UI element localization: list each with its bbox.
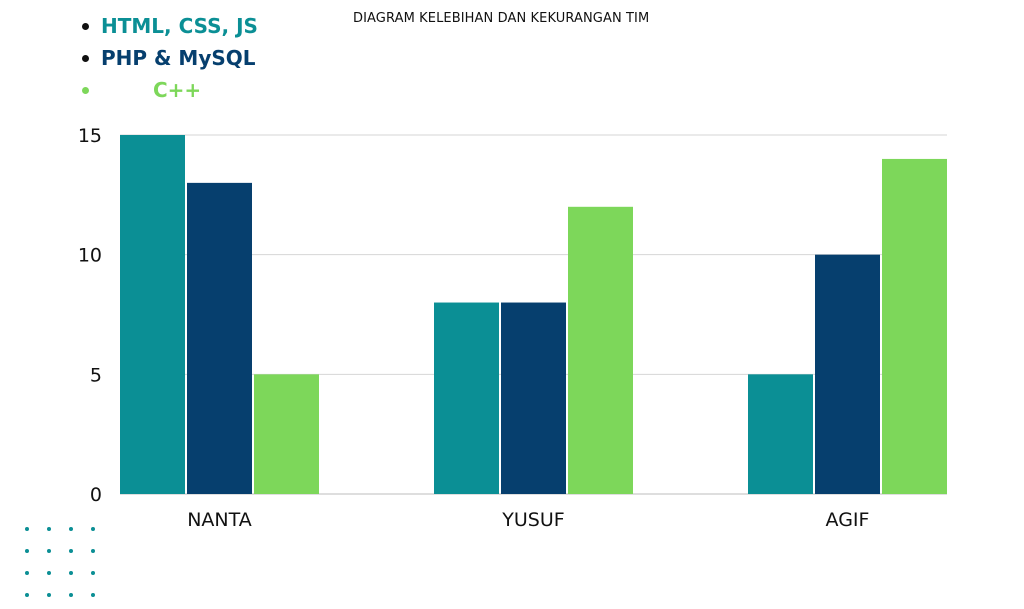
- legend-item-php-mysql: PHP & MySQL: [82, 42, 258, 74]
- legend-label: PHP & MySQL: [101, 46, 256, 70]
- decorative-dot: [47, 593, 51, 597]
- y-tick-label: 10: [78, 245, 102, 267]
- bar-yusuf-series-2: [568, 206, 633, 495]
- decorative-dot: [47, 527, 51, 531]
- decorative-dot: [91, 593, 95, 597]
- legend-label: HTML, CSS, JS: [101, 14, 258, 38]
- bar-nanta-series-2: [254, 374, 319, 494]
- bar-nanta-series-1: [187, 182, 252, 494]
- y-tick-label: 5: [90, 364, 102, 386]
- legend-bullet-icon: [82, 54, 89, 62]
- x-category-label: NANTA: [187, 509, 252, 531]
- decorative-dot: [69, 593, 73, 597]
- decorative-dot: [25, 571, 29, 575]
- decorative-dot: [25, 593, 29, 597]
- legend-item-html-css-js: HTML, CSS, JS: [82, 10, 258, 42]
- x-category-label: YUSUF: [501, 509, 564, 531]
- bar-yusuf-series-0: [434, 302, 499, 494]
- decorative-dot: [47, 549, 51, 553]
- decorative-dot: [69, 571, 73, 575]
- x-category-label: AGIF: [826, 509, 870, 531]
- decorative-dot: [25, 549, 29, 553]
- decorative-dot: [69, 527, 73, 531]
- decorative-dot: [91, 527, 95, 531]
- legend-bullet-icon: [82, 22, 89, 30]
- bar-nanta-series-0: [120, 135, 185, 494]
- bar-agif-series-1: [815, 254, 880, 494]
- legend-label: C++: [153, 78, 202, 102]
- bar-agif-series-2: [882, 158, 947, 494]
- bar-yusuf-series-1: [501, 302, 566, 494]
- y-tick-label: 15: [78, 125, 102, 147]
- legend-bullet-icon: [82, 86, 89, 94]
- y-tick-label: 0: [90, 484, 102, 506]
- chart-legend: HTML, CSS, JS PHP & MySQL C++: [82, 10, 258, 106]
- decorative-dot: [25, 527, 29, 531]
- decorative-dot: [91, 571, 95, 575]
- decorative-dot: [91, 549, 95, 553]
- legend-item-cpp: C++: [82, 74, 258, 106]
- decorative-dot: [69, 549, 73, 553]
- decorative-dot-grid: [25, 527, 96, 598]
- bar-agif-series-0: [748, 374, 813, 494]
- decorative-dot: [47, 571, 51, 575]
- chart-title: DIAGRAM KELEBIHAN DAN KEKURANGAN TIM: [353, 11, 650, 26]
